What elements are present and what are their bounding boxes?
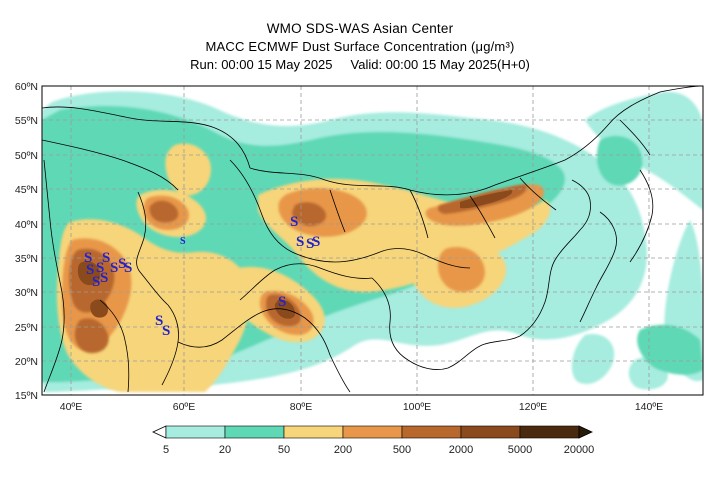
dust-storm-marker: S: [110, 260, 118, 276]
colorbar-swatch: [519, 425, 580, 439]
dust-storm-marker: S: [296, 234, 304, 250]
dust-storm-marker: S: [312, 234, 320, 250]
colorbar-label: 50: [278, 444, 290, 456]
lon-tick-label: 60ºE: [173, 401, 196, 413]
lon-tick-label: 100ºE: [403, 401, 431, 413]
colorbar-swatch: [283, 425, 344, 439]
colorbar-label: 5: [163, 444, 169, 456]
dust-storm-marker: S: [290, 214, 298, 230]
lon-tick-labels: 40ºE 60ºE 80ºE 100ºE 120ºE 140ºE: [60, 401, 663, 413]
colorbar-swatch: [401, 425, 462, 439]
lon-tick-label: 40ºE: [60, 401, 83, 413]
chart-title: WMO SDS-WAS Asian Center: [266, 21, 454, 36]
dust-storm-marker: S: [96, 260, 104, 276]
lat-tick-label: 60ºN: [15, 81, 38, 93]
chart-subtitle: MACC ECMWF Dust Surface Concentration (μ…: [205, 39, 515, 54]
dust-storm-marker: S: [102, 250, 110, 266]
colorbar-label: 20000: [564, 444, 595, 456]
plot-frame: [41, 85, 704, 396]
graticule: [42, 86, 703, 395]
colorbar-high-arrow: [578, 425, 593, 439]
lon-tick-label: 80ºE: [290, 401, 313, 413]
run-time-label: Run: 00:00 15 May 2025: [190, 57, 333, 72]
lat-tick-label: 35ºN: [15, 253, 38, 265]
lat-tick-label: 15ºN: [15, 390, 38, 402]
dust-storm-marker: S: [124, 260, 132, 276]
dust-storm-marker: S: [100, 270, 108, 286]
dust-storm-marker: S: [306, 236, 314, 252]
dust-storm-marker: S: [84, 250, 92, 266]
colorbar-label: 5000: [508, 444, 532, 456]
lon-tick-label: 120ºE: [519, 401, 547, 413]
dust-storm-marker: S: [92, 274, 100, 290]
lat-tick-labels: 60ºN 55ºN 50ºN 45ºN 40ºN 35ºN 30ºN 25ºN …: [15, 81, 38, 402]
lat-tick-label: 20ºN: [15, 356, 38, 368]
dust-storm-marker: S: [86, 262, 94, 278]
title-block: WMO SDS-WAS Asian Center MACC ECMWF Dust…: [0, 20, 720, 73]
colorbar-low-arrow: [152, 425, 167, 439]
lat-tick-label: 50ºN: [15, 150, 38, 162]
dust-storm-markers: S S S S S S S S S S S S S S S S S: [84, 214, 320, 339]
dust-storm-marker: S: [155, 313, 163, 329]
colorbar-label: 500: [393, 444, 411, 456]
dust-storm-marker: S: [162, 323, 170, 339]
dust-storm-marker: S: [278, 294, 286, 310]
dust-storm-marker: S: [118, 256, 126, 272]
colorbar-swatch: [165, 425, 226, 439]
lon-tick-label: 140ºE: [635, 401, 663, 413]
dust-storm-marker: S: [180, 236, 186, 247]
colorbar-label: 20: [219, 444, 231, 456]
colorbar-label: 2000: [449, 444, 473, 456]
valid-time-label: Valid: 00:00 15 May 2025(H+0): [350, 57, 530, 72]
run-valid-line: Run: 00:00 15 May 2025 Valid: 00:00 15 M…: [0, 56, 720, 73]
lat-tick-label: 40ºN: [15, 219, 38, 231]
lat-tick-label: 25ºN: [15, 322, 38, 334]
lat-tick-label: 45ºN: [15, 184, 38, 196]
dust-layer-2000-5000: [77, 190, 513, 319]
colorbar-swatch: [342, 425, 403, 439]
coastlines-borders: [42, 86, 703, 393]
colorbar-swatch: [460, 425, 521, 439]
colorbar: 5 20 50 200 500 2000 5000 20000: [152, 425, 595, 456]
lat-tick-label: 30ºN: [15, 287, 38, 299]
colorbar-label: 200: [334, 444, 352, 456]
colorbar-swatch: [224, 425, 285, 439]
lat-tick-label: 55ºN: [15, 115, 38, 127]
